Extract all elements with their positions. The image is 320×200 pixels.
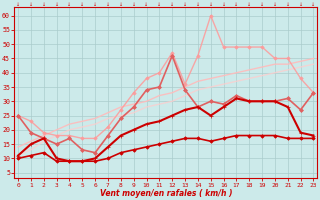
X-axis label: Vent moyen/en rafales ( km/h ): Vent moyen/en rafales ( km/h ) bbox=[100, 189, 232, 198]
